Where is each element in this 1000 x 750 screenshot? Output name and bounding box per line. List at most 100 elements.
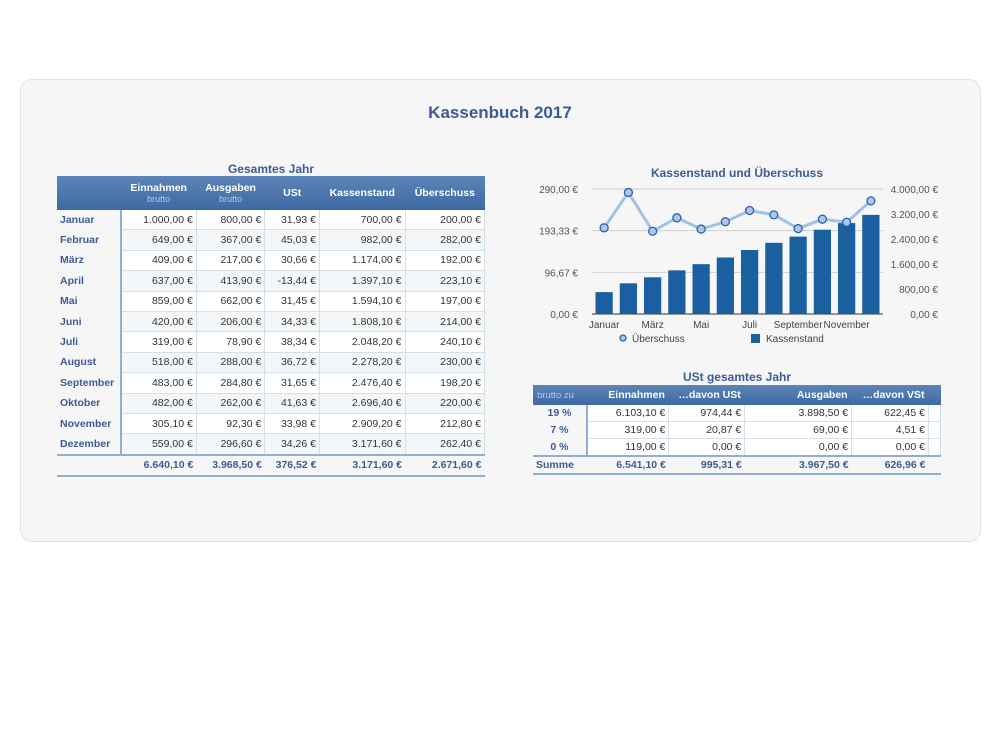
total-cell: 626,96 €	[851, 455, 929, 475]
table-row: Juni 420,00 €206,00 €34,33 €1.808,10 €214…	[57, 311, 486, 333]
left-tick-label: 290,00 €	[539, 185, 578, 196]
bar-kassenstand	[716, 257, 734, 314]
table-cell: 2.048,20 €	[319, 331, 406, 353]
month-label: Juni	[57, 311, 122, 332]
table-cell: 296,60 €	[196, 433, 266, 456]
table-cell: 38,34 €	[264, 331, 320, 353]
empty-cell	[928, 405, 942, 422]
table-cell: 483,00 €	[121, 372, 197, 394]
month-label: Februar	[57, 229, 122, 251]
table-cell: 20,87 €	[668, 421, 746, 439]
table1-caption: Gesamtes Jahr	[227, 162, 315, 176]
table-cell: 262,40 €	[405, 433, 486, 456]
point-ueberschuss	[744, 205, 755, 216]
total-row: Summe 6.541,10 €995,31 €3.967,50 €626,96 …	[533, 455, 941, 475]
table-cell: -13,44 €	[264, 270, 320, 292]
table-row: Mai 859,00 €662,00 €31,45 €1.594,10 €197,…	[57, 291, 486, 312]
table-cell: 319,00 €	[121, 331, 197, 353]
table-row: September 483,00 €284,80 €31,65 €2.476,40…	[57, 372, 486, 394]
table-cell: 518,00 €	[121, 352, 197, 374]
table-cell: 92,30 €	[196, 413, 266, 435]
table-cell: 482,00 €	[121, 393, 197, 414]
table-row: November 305,10 €92,30 €33,98 €2.909,20 €…	[57, 413, 486, 435]
page-title: Kassenbuch 2017	[428, 103, 572, 122]
month-label: Januar	[57, 210, 122, 230]
month-label: September	[57, 372, 122, 394]
column-header: Überschuss	[405, 176, 485, 210]
rate-label: 7 %	[533, 421, 588, 439]
column-header: USt	[264, 176, 320, 210]
right-tick-label: 4.000,00 €	[891, 185, 939, 196]
table-cell: 31,93 €	[264, 210, 320, 231]
table-cell: 223,10 €	[405, 270, 486, 292]
point-ueberschuss	[793, 223, 803, 234]
table-cell: 6.103,10 €	[586, 405, 670, 422]
table-row: August 518,00 €288,00 €36,72 €2.278,20 €2…	[57, 352, 486, 374]
header-blank	[928, 385, 941, 405]
point-ueberschuss	[769, 210, 779, 220]
table-row: 0 % 119,00 €0,00 €0,00 €0,00 €	[533, 438, 942, 457]
column-header: …davon VSt	[851, 385, 929, 405]
table-cell: 34,33 €	[264, 311, 320, 333]
table-cell: 31,45 €	[264, 291, 320, 312]
table-cell: 217,00 €	[196, 250, 266, 272]
table-cell: 119,00 €	[586, 438, 670, 457]
table-cell: 1.000,00 €	[121, 210, 197, 231]
month-label: Dezember	[57, 433, 122, 455]
table-row: Februar 649,00 €367,00 €45,03 €982,00 €28…	[57, 229, 486, 251]
column-header: Kassenstand	[319, 176, 406, 210]
table2-caption: USt gesamtes Jahr	[682, 370, 792, 384]
table-cell: 197,00 €	[405, 291, 486, 312]
table-cell: 409,00 €	[121, 250, 197, 272]
empty-cell	[928, 438, 942, 457]
bar-kassenstand	[789, 236, 807, 314]
header-label: USt	[283, 187, 302, 199]
month-label: März	[57, 250, 122, 271]
point-ueberschuss	[672, 213, 682, 223]
cash-chart: Kassenstand und Überschuss 0,00 € 96,67 € 1…	[539, 165, 939, 345]
legend-marker-ueberschuss	[619, 334, 627, 342]
table-cell: 1.808,10 €	[319, 311, 406, 333]
table-cell: 206,00 €	[196, 311, 266, 333]
empty-cell	[928, 455, 941, 475]
header-label: Ausgaben	[205, 182, 256, 194]
point-ueberschuss	[696, 224, 706, 234]
right-tick-label: 800,00 €	[899, 285, 938, 296]
point-ueberschuss	[817, 214, 828, 224]
right-tick-label: 1.600,00 €	[891, 260, 939, 271]
table-cell: 982,00 €	[319, 229, 406, 251]
header-label: Kassenstand	[329, 187, 395, 199]
x-tick-label: Juli	[742, 320, 757, 331]
x-tick-label: Januar	[589, 320, 620, 331]
table-cell: 4,51 €	[851, 421, 929, 439]
month-label: November	[57, 413, 122, 434]
bar-kassenstand	[862, 214, 880, 314]
right-tick-label: 2.400,00 €	[891, 235, 939, 246]
column-header: Einnahmen brutto	[121, 176, 197, 210]
table-cell: 78,90 €	[196, 331, 266, 353]
legend-label-ueberschuss: Überschuss	[632, 333, 685, 345]
left-tick-label: 0,00 €	[550, 310, 578, 321]
table-cell: 649,00 €	[121, 229, 197, 251]
table-cell: 1.397,10 €	[319, 270, 406, 292]
vat-table: brutto zu Einnahmen …davon USt Ausgaben …dav…	[533, 385, 942, 475]
column-header: Ausgaben	[744, 385, 852, 405]
table-cell: 198,20 €	[405, 372, 486, 394]
table-cell: 800,00 €	[196, 210, 266, 231]
year-table: Einnahmen brutto Ausgaben brutto USt Kassenst…	[57, 176, 486, 477]
table-cell: 31,65 €	[264, 372, 320, 394]
bar-kassenstand	[813, 229, 831, 314]
rate-label: 0 %	[533, 438, 588, 456]
total-cell: 376,52 €	[264, 453, 320, 477]
table-cell: 284,80 €	[196, 372, 266, 394]
legend-label-kassenstand: Kassenstand	[766, 334, 824, 345]
total-cell: Summe	[533, 455, 587, 475]
table-cell: 3.898,50 €	[744, 405, 853, 422]
total-cell: 3.967,50 €	[744, 455, 852, 475]
total-cell	[57, 453, 121, 477]
table-cell: 662,00 €	[196, 291, 266, 312]
bar-kassenstand	[838, 223, 856, 314]
legend-marker-kassenstand	[751, 334, 760, 343]
table-cell: 33,98 €	[264, 413, 320, 435]
table-cell: 3.171,60 €	[319, 433, 406, 456]
